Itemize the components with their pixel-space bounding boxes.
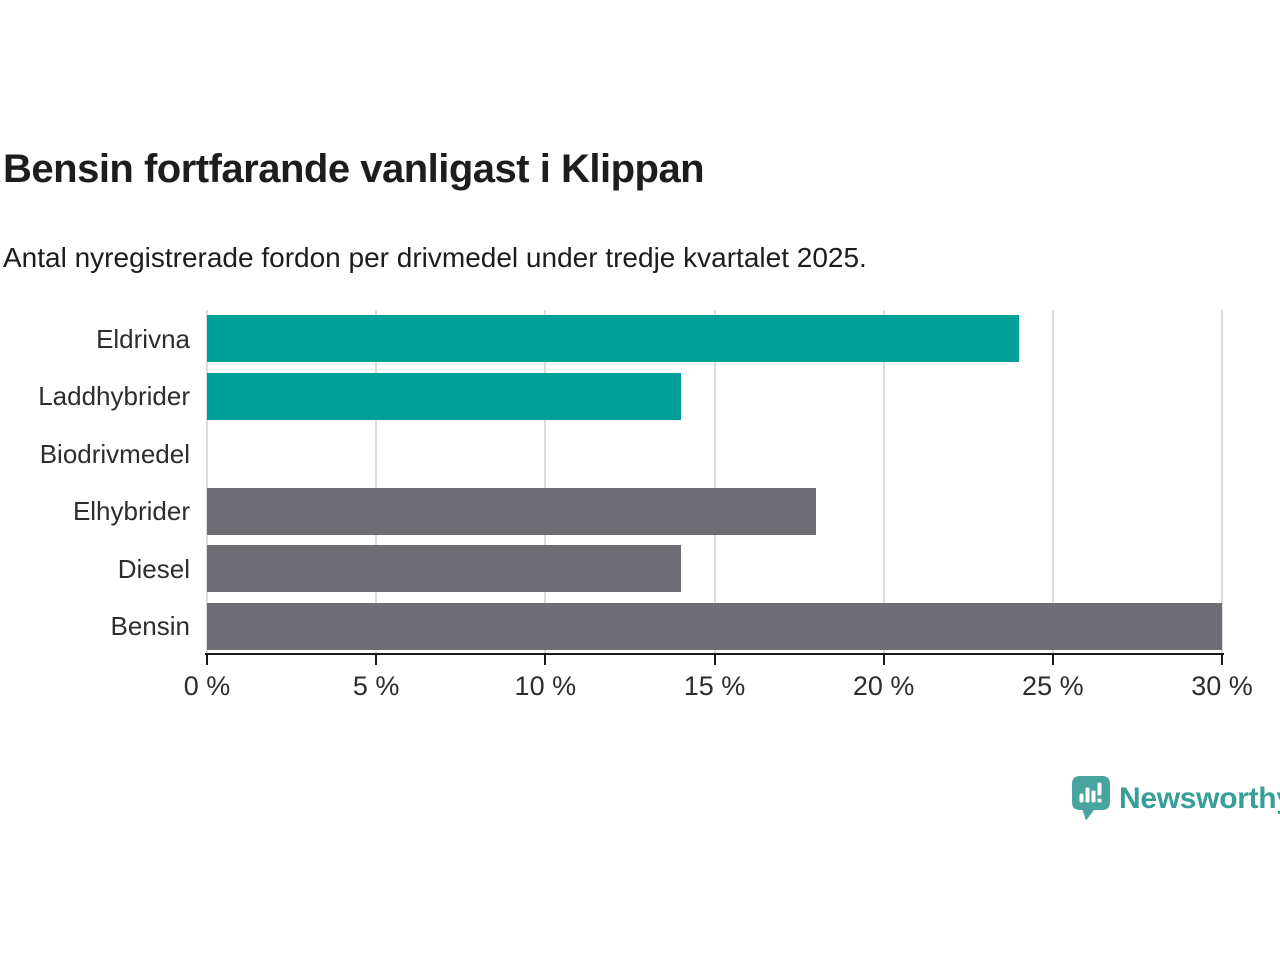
x-axis-tick [375, 655, 378, 665]
newsworthy-speech-bubble-bar-chart-icon [1072, 776, 1110, 821]
x-axis-tick [206, 655, 208, 665]
x-axis-tick-label: 15 % [683, 671, 746, 701]
chart-subtitle: Antal nyregistrerade fordon per drivmede… [3, 242, 867, 273]
category-axis-labels: Eldrivna Laddhybrider Biodrivmedel Elhybrid… [0, 310, 190, 655]
bar-eldrivna [207, 315, 1019, 363]
category-label: Eldrivna [96, 323, 190, 354]
gridline [206, 310, 208, 655]
category-label: Laddhybrider [38, 381, 190, 412]
x-axis-tick [1221, 655, 1223, 665]
bar-diesel [207, 545, 681, 593]
bar-laddhybrider [207, 372, 681, 420]
newsworthy-logo: Newsworthy [1072, 776, 1280, 822]
gridline [375, 310, 378, 655]
gridline [713, 310, 716, 655]
category-label: Bensin [110, 611, 191, 642]
x-axis-tick [713, 655, 716, 665]
page-title: Bensin fortfarande vanligast i Klippan [3, 147, 705, 191]
x-axis-tick [882, 655, 885, 665]
category-label: Biodrivmedel [39, 438, 190, 469]
x-axis-tick [1051, 655, 1054, 665]
x-axis-tick-label: 25 % [1022, 671, 1084, 701]
bar-bensin [207, 602, 1222, 650]
x-axis-tick-label: 10 % [514, 671, 577, 701]
gridline [1221, 310, 1223, 655]
plot-area [206, 310, 1223, 655]
logo-text: Newsworthy [1119, 782, 1280, 815]
category-label: Diesel [117, 553, 190, 584]
x-axis-tick-label: 5 % [352, 671, 400, 701]
x-axis-tick-label: 30 % [1191, 671, 1253, 701]
gridline [544, 310, 547, 655]
x-axis-tick-label: 0 % [183, 671, 231, 701]
gridline [882, 310, 885, 655]
gridline [1051, 310, 1054, 655]
bar-elhybrider [207, 487, 816, 535]
x-axis-tick [544, 655, 547, 665]
x-axis-tick-label: 20 % [852, 671, 915, 701]
category-label: Elhybrider [72, 496, 190, 527]
x-axis-line [205, 653, 1224, 655]
